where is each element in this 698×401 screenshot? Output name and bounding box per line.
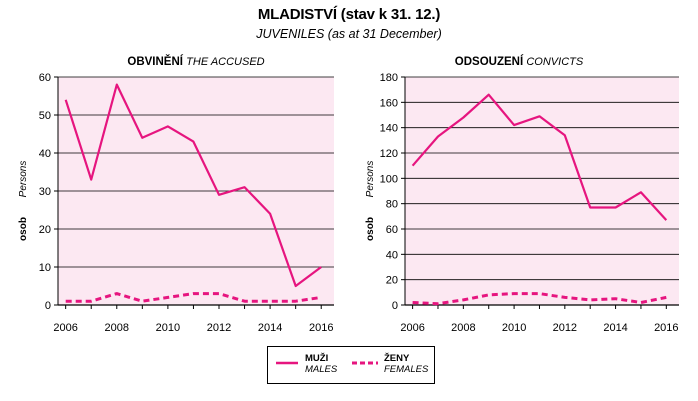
panel-2-xtick-label: 2016 bbox=[654, 322, 678, 334]
panel-1-xtick-label: 2012 bbox=[207, 322, 231, 334]
panel-1-title: OBVINĚNÍ THE ACCUSED bbox=[127, 55, 264, 68]
panel-2-ytick-label: 80 bbox=[386, 199, 398, 211]
panel-2-ylabel-cz: osob bbox=[365, 217, 376, 241]
legend-swatches bbox=[276, 361, 378, 365]
panel-2-title-cz: ODSOUZENÍ bbox=[455, 55, 527, 68]
panel-1-xtick-label: 2016 bbox=[309, 322, 333, 334]
panel-2-title-en: CONVICTS bbox=[526, 56, 584, 68]
legend-females-en: FEMALES bbox=[384, 364, 429, 375]
panel-1-ytick-label: 30 bbox=[39, 186, 51, 198]
panel-1-title-cz: OBVINĚNÍ bbox=[127, 55, 186, 68]
panel-2-ytick-label: 60 bbox=[386, 224, 398, 236]
chart-title: MLADISTVÍ (stav k 31. 12.) bbox=[257, 6, 441, 23]
panel-1-xtick-label: 2014 bbox=[258, 322, 282, 334]
legend-females-cz: ŽENY bbox=[384, 353, 410, 364]
panel-1-ytick-label: 60 bbox=[39, 72, 51, 84]
panel-2-ytick-label: 100 bbox=[380, 173, 398, 185]
panel-1-ytick-label: 50 bbox=[39, 110, 51, 122]
panel-2-ytick-label: 0 bbox=[392, 300, 398, 312]
legend-males: MUŽI MALES bbox=[305, 353, 337, 375]
panel-1-xtick-label: 2008 bbox=[105, 322, 129, 334]
panel-2-ylabel-en: Persons bbox=[365, 161, 376, 198]
panel-2-ytick-label: 120 bbox=[380, 148, 398, 160]
panel-1-ytick-label: 10 bbox=[39, 262, 51, 274]
panel-1-series-males-line bbox=[64, 83, 322, 288]
panel-2-xtick-label: 2006 bbox=[400, 322, 424, 334]
panel-2-xtick-label: 2008 bbox=[451, 322, 475, 334]
panel-1-ylabel-en: Persons bbox=[18, 161, 29, 198]
panel-2-xtick-label: 2012 bbox=[553, 322, 577, 334]
panel-2-ytick-label: 180 bbox=[380, 72, 398, 84]
panel-2-ytick-label: 140 bbox=[380, 123, 398, 135]
panel-1-title-en: THE ACCUSED bbox=[186, 56, 264, 68]
panel-2-ytick-label: 160 bbox=[380, 97, 398, 109]
panel-1-series-females-line bbox=[65, 292, 322, 303]
panel-1-xtick-label: 2006 bbox=[53, 322, 77, 334]
panel-2-ytick-label: 20 bbox=[386, 275, 398, 287]
chart-subtitle: JUVENILES (as at 31 December) bbox=[256, 27, 442, 41]
legend: MUŽI MALES ŽENY FEMALES bbox=[267, 346, 435, 384]
panel-2-plot-area bbox=[405, 77, 679, 305]
panel-2-ytick-label: 40 bbox=[386, 249, 398, 261]
panel-1-ytick-label: 0 bbox=[45, 300, 51, 312]
panel-2-xtick-label: 2014 bbox=[603, 322, 627, 334]
panel-2-series-females-line bbox=[412, 292, 667, 306]
panel-2-xtick-label: 2010 bbox=[502, 322, 526, 334]
panel-2-title: ODSOUZENÍ CONVICTS bbox=[455, 55, 584, 68]
panel-1-ylabel-cz: osob bbox=[18, 217, 29, 241]
panel-1-ytick-label: 20 bbox=[39, 224, 51, 236]
panel-1-ytick-label: 40 bbox=[39, 148, 51, 160]
panel-1-xtick-label: 2010 bbox=[156, 322, 180, 334]
legend-males-cz: MUŽI bbox=[305, 353, 329, 364]
panel-2-series-males-line bbox=[411, 93, 668, 221]
legend-females: ŽENY FEMALES bbox=[384, 353, 428, 375]
legend-males-en: MALES bbox=[305, 364, 338, 375]
